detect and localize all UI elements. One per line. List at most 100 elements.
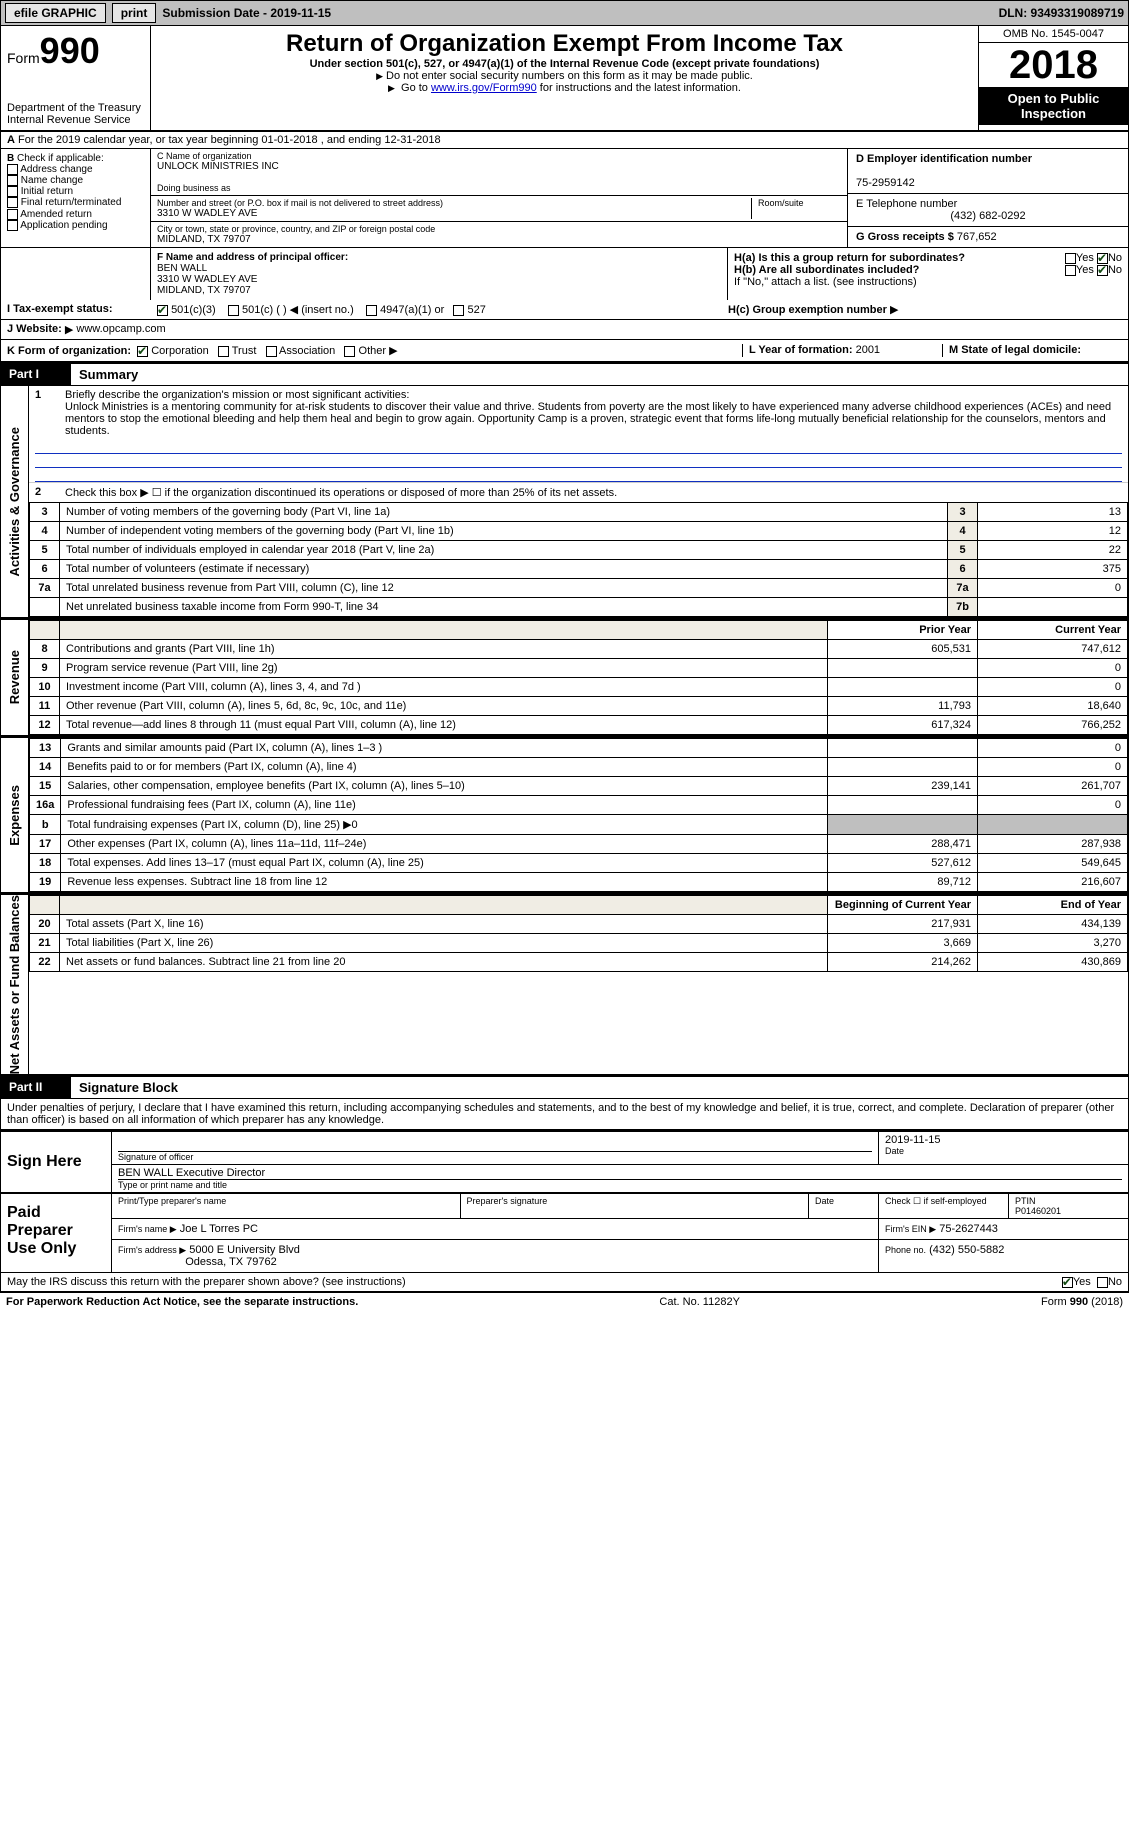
discuss-row: May the IRS discuss this return with the… bbox=[0, 1273, 1129, 1292]
part1-title: Summary bbox=[71, 364, 1128, 385]
officer-name: BEN WALL bbox=[157, 263, 207, 274]
cb-amended[interactable] bbox=[7, 209, 18, 220]
firm-addr-label: Firm's address ▶ bbox=[118, 1245, 186, 1255]
irs-link[interactable]: www.irs.gov/Form990 bbox=[431, 82, 537, 94]
website-label: J Website: bbox=[7, 323, 62, 336]
exp-row-prior: 89,712 bbox=[828, 873, 978, 892]
firm-ein-label: Firm's EIN ▶ bbox=[885, 1224, 936, 1234]
gov-row-num bbox=[30, 598, 60, 617]
gov-row-val: 13 bbox=[978, 503, 1128, 522]
gov-side-label: Activities & Governance bbox=[1, 386, 29, 617]
cb-app-pending[interactable] bbox=[7, 220, 18, 231]
exp-row-text: Professional fundraising fees (Part IX, … bbox=[61, 796, 828, 815]
cb-hb-no[interactable] bbox=[1097, 265, 1108, 276]
hb-no: No bbox=[1108, 264, 1122, 276]
gov-row-key: 7b bbox=[948, 598, 978, 617]
exp-row-text: Total fundraising expenses (Part IX, col… bbox=[61, 815, 828, 835]
gross-value: 767,652 bbox=[957, 231, 997, 243]
addr-label: Number and street (or P.O. box if mail i… bbox=[157, 198, 751, 208]
cb-address-change[interactable] bbox=[7, 164, 18, 175]
net-row-num: 20 bbox=[30, 915, 60, 934]
rev-row-num: 9 bbox=[30, 659, 60, 678]
rev-row-curr: 766,252 bbox=[978, 716, 1128, 735]
hb-note: If "No," attach a list. (see instruction… bbox=[734, 276, 1122, 288]
ptin-label: PTIN bbox=[1015, 1196, 1036, 1206]
net-row-num: 22 bbox=[30, 953, 60, 972]
check-if-label: Check if applicable: bbox=[17, 153, 104, 164]
row-a-taxyear: A For the 2019 calendar year, or tax yea… bbox=[0, 130, 1129, 149]
exp-table: 13Grants and similar amounts paid (Part … bbox=[29, 738, 1128, 892]
cb-trust[interactable] bbox=[218, 346, 229, 357]
city-value: MIDLAND, TX 79707 bbox=[157, 234, 841, 245]
cb-discuss-no[interactable] bbox=[1097, 1277, 1108, 1288]
part2-badge: Part II bbox=[1, 1077, 71, 1098]
cb-final-return[interactable] bbox=[7, 197, 18, 208]
gov-row-text: Total number of volunteers (estimate if … bbox=[60, 560, 948, 579]
exp-row-num: 17 bbox=[30, 835, 61, 854]
exp-row-prior: 527,612 bbox=[828, 854, 978, 873]
print-button[interactable]: print bbox=[112, 3, 157, 23]
exp-row-num: 13 bbox=[30, 739, 61, 758]
officer-sig-line[interactable] bbox=[118, 1134, 872, 1152]
entity-grid: B Check if applicable: Address change Na… bbox=[0, 149, 1129, 248]
opt-501c: 501(c) ( ) bbox=[242, 304, 287, 316]
rev-row-curr: 0 bbox=[978, 678, 1128, 697]
opt-trust: Trust bbox=[232, 345, 257, 357]
exp-row-prior bbox=[828, 758, 978, 777]
exp-side-label: Expenses bbox=[1, 738, 29, 892]
row-i: I Tax-exempt status: 501(c)(3) 501(c) ( … bbox=[0, 300, 1129, 320]
gov-row-num: 3 bbox=[30, 503, 60, 522]
cb-501c[interactable] bbox=[228, 305, 239, 316]
exp-row-num: 16a bbox=[30, 796, 61, 815]
net-section: Net Assets or Fund Balances Beginning of… bbox=[0, 893, 1129, 1075]
exp-row-num: 14 bbox=[30, 758, 61, 777]
gov-row-val bbox=[978, 598, 1128, 617]
exp-row-curr bbox=[978, 815, 1128, 835]
gov-row-num: 7a bbox=[30, 579, 60, 598]
tel-value: (432) 682-0292 bbox=[950, 210, 1025, 222]
year-formation-label: L Year of formation: bbox=[749, 344, 853, 356]
gov-row-text: Total unrelated business revenue from Pa… bbox=[60, 579, 948, 598]
org-name-value: UNLOCK MINISTRIES INC bbox=[157, 161, 841, 172]
cb-name-change[interactable] bbox=[7, 175, 18, 186]
form-header: Form990 Department of the Treasury Inter… bbox=[0, 26, 1129, 130]
cb-501c3[interactable] bbox=[157, 305, 168, 316]
discuss-yes: Yes bbox=[1073, 1276, 1091, 1288]
city-label: City or town, state or province, country… bbox=[157, 224, 841, 234]
ptin-value: P01460201 bbox=[1015, 1206, 1061, 1216]
cb-4947[interactable] bbox=[366, 305, 377, 316]
cb-hb-yes[interactable] bbox=[1065, 265, 1076, 276]
exp-row-prior bbox=[828, 815, 978, 835]
firm-addr-value2: Odessa, TX 79762 bbox=[185, 1256, 277, 1268]
cb-527[interactable] bbox=[453, 305, 464, 316]
col-b-checkboxes: B Check if applicable: Address change Na… bbox=[1, 149, 151, 247]
opt-4947: 4947(a)(1) or bbox=[380, 304, 444, 316]
cb-ha-yes[interactable] bbox=[1065, 253, 1076, 264]
footer-mid: Cat. No. 11282Y bbox=[659, 1296, 740, 1308]
cb-other[interactable] bbox=[344, 346, 355, 357]
gov-section: Activities & Governance 1Briefly describ… bbox=[0, 386, 1129, 618]
rev-row-curr: 18,640 bbox=[978, 697, 1128, 716]
firm-phone-value: (432) 550-5882 bbox=[929, 1244, 1004, 1256]
footer: For Paperwork Reduction Act Notice, see … bbox=[0, 1292, 1129, 1311]
ssn-note: Do not enter social security numbers on … bbox=[159, 70, 970, 82]
rev-row-num: 8 bbox=[30, 640, 60, 659]
website-value: www.opcamp.com bbox=[76, 323, 165, 336]
net-row-num: 21 bbox=[30, 934, 60, 953]
exp-row-curr: 261,707 bbox=[978, 777, 1128, 796]
rev-row-text: Investment income (Part VIII, column (A)… bbox=[60, 678, 828, 697]
cb-discuss-yes[interactable] bbox=[1062, 1277, 1073, 1288]
goto-note: Go to www.irs.gov/Form990 for instructio… bbox=[159, 82, 970, 94]
cb-ha-no[interactable] bbox=[1097, 253, 1108, 264]
cb-initial-return[interactable] bbox=[7, 186, 18, 197]
cb-corp[interactable] bbox=[137, 346, 148, 357]
lbl-address-change: Address change bbox=[20, 164, 92, 175]
cb-assoc[interactable] bbox=[266, 346, 277, 357]
part2-title: Signature Block bbox=[71, 1077, 1128, 1098]
gov-row-num: 5 bbox=[30, 541, 60, 560]
opt-other: Other bbox=[359, 345, 387, 357]
gov-row-val: 12 bbox=[978, 522, 1128, 541]
submission-date: Submission Date - 2019-11-15 bbox=[162, 6, 331, 20]
exp-row-num: b bbox=[30, 815, 61, 835]
efile-button[interactable]: efile GRAPHIC bbox=[5, 3, 106, 23]
